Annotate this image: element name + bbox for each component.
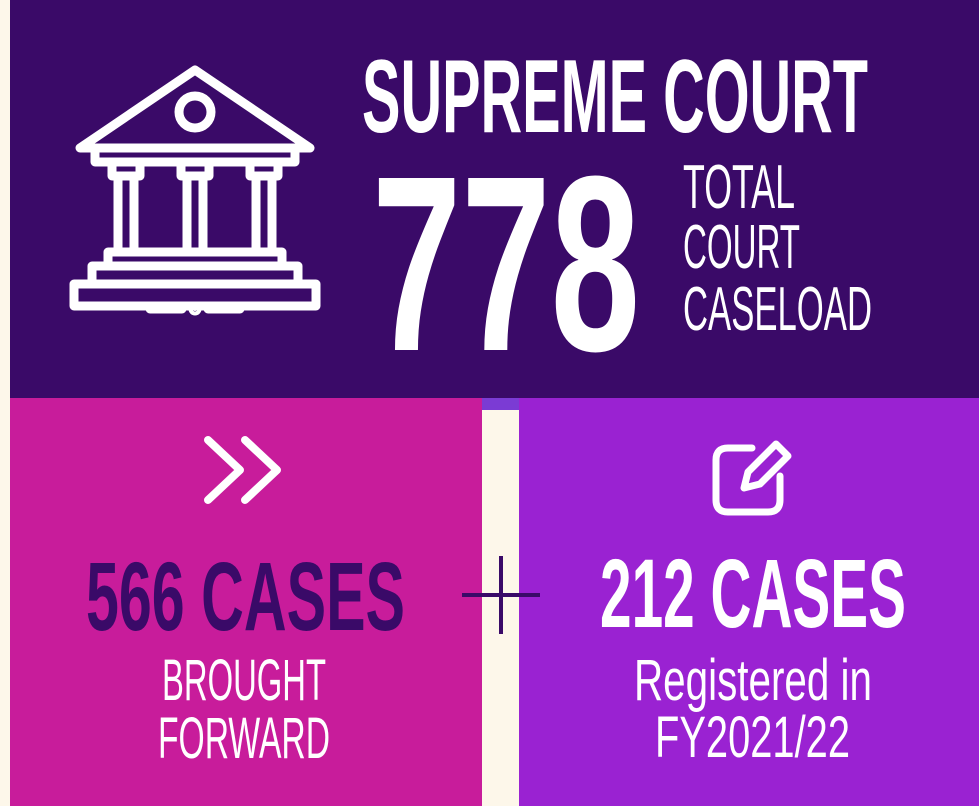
strip	[482, 398, 519, 410]
brought-forward-label: FORWARD	[158, 706, 330, 771]
total-label: COURT	[683, 213, 800, 282]
left-panel	[10, 398, 482, 806]
total-value: 778	[372, 124, 640, 403]
registered-value: 212 CASES	[600, 539, 906, 648]
chevron-icon	[204, 436, 281, 504]
total-label: TOTAL	[683, 153, 795, 222]
plus-sign	[462, 556, 540, 634]
registered-label: Registered in	[634, 648, 872, 713]
total-label: CASELOAD	[683, 275, 872, 344]
edit-icon	[712, 440, 792, 516]
court-icon	[69, 65, 321, 316]
title: SUPREME COURT	[362, 39, 868, 155]
brought-forward-label: BROUGHT	[162, 648, 326, 713]
top-panel	[10, 0, 979, 398]
right-panel	[519, 398, 979, 806]
brought-forward-value: 566 CASES	[86, 542, 405, 651]
registered-label: FY2021/22	[655, 705, 850, 770]
